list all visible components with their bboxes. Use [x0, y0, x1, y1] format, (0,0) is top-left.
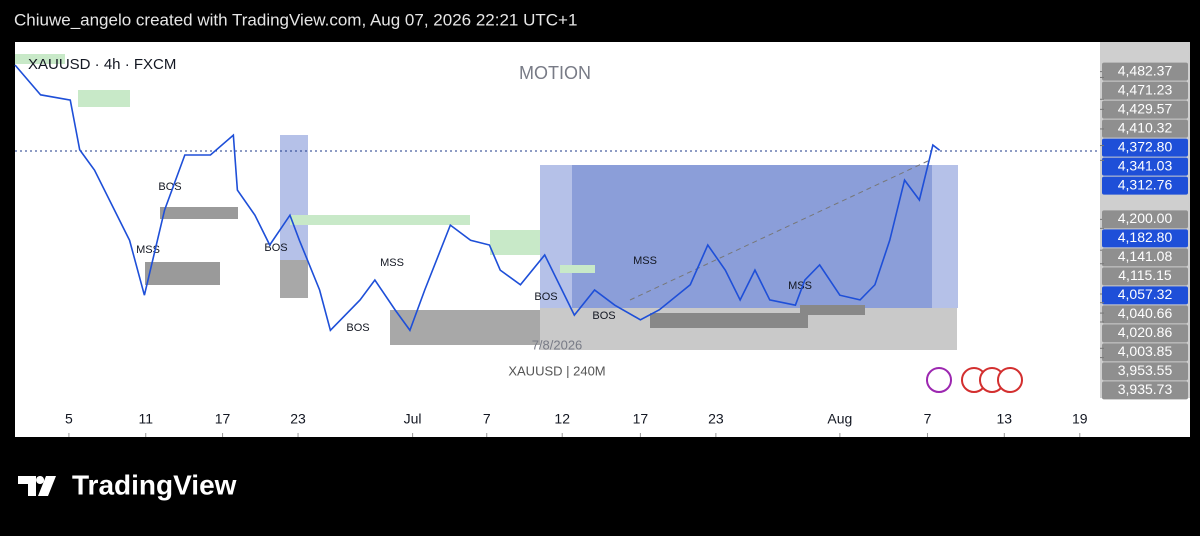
y-tick-label: 4,141.08 — [1118, 248, 1173, 264]
price-tag — [1102, 343, 1188, 362]
x-tick-label: Aug — [827, 411, 852, 427]
x-tick-label: 5 — [65, 411, 73, 427]
header: Chiuwe_angelo created with TradingView.c… — [14, 10, 577, 29]
y-tick-label: 4,312.76 — [1118, 176, 1173, 192]
price-tag — [1102, 324, 1188, 343]
y-tick-label: 4,182.80 — [1118, 229, 1173, 245]
zone — [280, 260, 308, 298]
x-tick-label: 13 — [997, 411, 1013, 427]
price-tag — [1102, 229, 1188, 248]
zone — [800, 305, 865, 315]
y-tick-label: 4,410.32 — [1118, 119, 1173, 135]
annotation: BOS — [592, 310, 615, 322]
price-tag — [1102, 381, 1188, 400]
price-tag — [1102, 157, 1188, 176]
x-tick-label: 23 — [708, 411, 724, 427]
zone — [490, 230, 540, 255]
x-tick-label: 17 — [633, 411, 649, 427]
y-tick-label: 4,429.57 — [1118, 100, 1173, 116]
price-tag — [1102, 100, 1188, 119]
zone — [390, 310, 540, 345]
price-tag — [1102, 176, 1188, 195]
price-tag — [1102, 267, 1188, 286]
price-tag — [1102, 305, 1188, 324]
price-tag — [1102, 362, 1188, 381]
y-tick-label: 4,057.32 — [1118, 286, 1173, 302]
price-tag — [1102, 248, 1188, 267]
zones — [15, 54, 1100, 350]
annotation: MSS — [788, 280, 812, 292]
annotation: MSS — [633, 255, 657, 267]
annotation: MSS — [380, 257, 404, 269]
annotation: BOS — [158, 181, 181, 193]
zone — [145, 262, 220, 285]
zone — [160, 207, 238, 219]
price-tag — [1102, 81, 1188, 100]
zone — [650, 313, 808, 328]
annotation: BOS — [264, 242, 287, 254]
zone — [15, 54, 65, 64]
logo-mark — [18, 476, 56, 496]
price-tag — [1102, 286, 1188, 305]
trend-line — [629, 159, 931, 301]
y-tick-label: 4,372.80 — [1118, 138, 1173, 154]
price-line-series — [14, 64, 941, 332]
y-tick-label: 4,003.85 — [1118, 343, 1173, 359]
brand-logo: TradingView — [18, 469, 237, 500]
x-tick-label: 7 — [924, 411, 932, 427]
brand-name: TradingView — [72, 469, 237, 500]
symbol-title: XAUUSD · 4h · FXCM — [28, 56, 176, 73]
zone — [290, 215, 470, 225]
annotation: BOS — [346, 322, 369, 334]
price-tag — [1102, 210, 1188, 229]
y-tick-label: 4,040.66 — [1118, 305, 1173, 321]
y-tick-label: 4,115.15 — [1118, 267, 1172, 283]
y-tick-label: 4,471.23 — [1118, 81, 1173, 97]
y-tick-label: 3,953.55 — [1118, 362, 1173, 378]
x-tick-label: 7 — [483, 411, 491, 427]
annotation: BOS — [534, 291, 557, 303]
zone — [572, 165, 932, 308]
zone — [78, 90, 130, 107]
x-tick-label: 19 — [1072, 411, 1088, 427]
zone — [280, 135, 308, 260]
y-tick-label: 4,200.00 — [1118, 210, 1173, 226]
y-tick-label: 4,482.37 — [1118, 62, 1173, 78]
date-label: 7/8/2026 — [532, 337, 583, 352]
y-tick-label: 4,020.86 — [1118, 324, 1173, 340]
x-tick-label: 17 — [215, 411, 231, 427]
price-tag — [1102, 138, 1188, 157]
x-tick-label: 12 — [554, 411, 570, 427]
x-tick-label: 11 — [138, 411, 153, 427]
icon[interactable] — [926, 367, 952, 393]
event-icons — [926, 367, 1023, 393]
y-tick-label: 3,935.73 — [1118, 381, 1173, 397]
x-tick-label: 23 — [290, 411, 306, 427]
watermark: MOTION — [519, 63, 591, 83]
price-tag — [1102, 119, 1188, 138]
y-tick-label: 4,341.03 — [1118, 157, 1173, 173]
zone — [560, 265, 595, 273]
footer-symbol: XAUUSD | 240M — [508, 363, 605, 378]
x-tick-label: Jul — [404, 411, 422, 427]
price-tag — [1102, 62, 1188, 81]
icon[interactable] — [997, 367, 1023, 393]
